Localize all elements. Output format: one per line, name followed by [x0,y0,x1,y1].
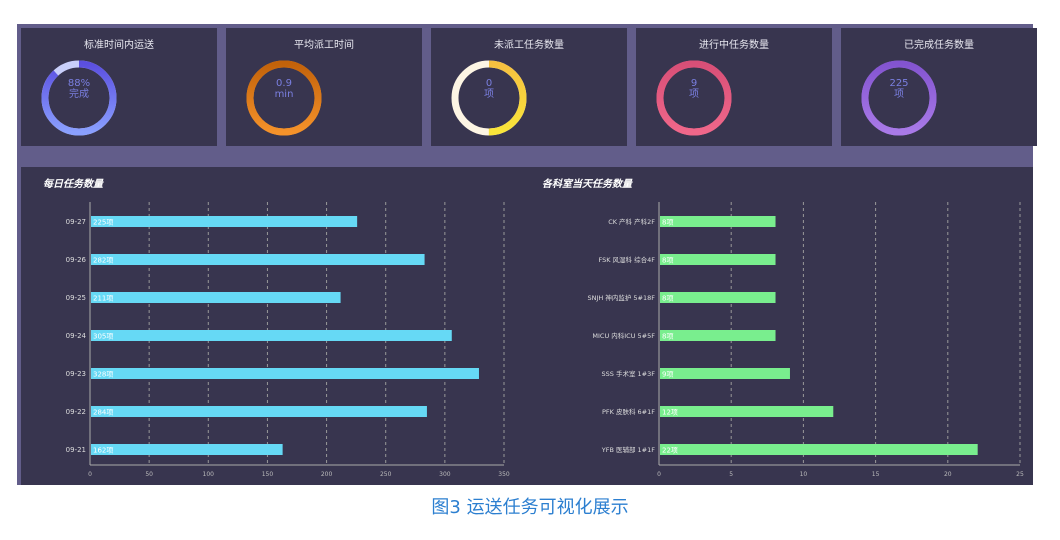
y-tick-label: 09-25 [66,294,86,302]
bar-label: 282项 [93,257,113,265]
y-tick-label: CK 产科 产科2F [608,217,655,226]
bar-label: 9项 [662,371,673,379]
bar-label: 12项 [662,409,678,417]
dept-task-chart: 0 5 10 15 20 25 CK 产科 产科2F 8项 FSK 风湿科 综合4F 8项 SNJH… [587,202,1024,478]
x-tick-label: 25 [1016,471,1024,478]
ring-fill [656,60,732,136]
ring-gauge-icon [656,60,732,136]
bar-label: 8项 [662,219,673,227]
x-tick-label: 0 [88,471,92,478]
y-tick-label: 09-22 [66,408,86,416]
kpi-card: 平均派工时间 0.9 min [226,28,422,146]
x-tick-label: 15 [872,471,880,478]
ring-fill [246,60,322,136]
y-tick-label: PFK 皮肤科 6#1F [602,407,655,416]
x-tick-label: 150 [262,471,274,478]
bar [660,406,834,417]
bar [91,330,452,341]
x-tick-label: 50 [145,471,153,478]
bar [660,216,776,227]
bar [660,292,776,303]
bar-label: 225项 [93,219,113,227]
kpi-value: 88% [67,78,91,89]
kpi-unit: 项 [484,89,494,100]
x-tick-label: 350 [498,471,510,478]
kpi-value: 225 [889,78,909,89]
x-tick-label: 300 [439,471,451,478]
bar [91,254,425,265]
kpi-value: 9 [690,78,698,89]
bar-label: 211项 [93,295,113,303]
kpi-title: 未派工任务数量 [494,40,564,51]
x-tick-label: 0 [657,471,661,478]
ring-gauge-icon [451,60,527,136]
bar-label: 305项 [93,333,113,341]
x-tick-label: 10 [800,471,808,478]
kpi-unit: 项 [689,89,699,100]
bar-label: 22项 [662,447,678,455]
bar [91,444,283,455]
kpi-unit: 完成 [69,89,89,100]
bar-label: 8项 [662,295,673,303]
kpi-unit: 项 [894,89,904,100]
bar [91,292,341,303]
y-tick-label: 09-23 [66,370,86,378]
y-tick-label: SNJH 神内监护 5#18F [587,293,655,302]
x-tick-label: 5 [729,471,733,478]
kpi-value: 0 [485,78,493,89]
bar [91,368,479,379]
ring-fill [861,60,937,136]
bar [91,406,427,417]
bar-label: 162项 [93,447,113,455]
kpi-title: 已完成任务数量 [904,40,974,51]
charts-panel: 每日任务数量 各科室当天任务数量 0 50 100 150 200 250 300 350 09… [21,167,1033,485]
ring-gauge-icon [246,60,322,136]
bar [660,254,776,265]
kpi-title: 进行中任务数量 [699,40,769,51]
dashboard: 标准时间内运送 88% 完成 平均派工时间 0.9 min 未派工任务数量 0 项进行中任… [17,24,1037,485]
y-tick-label: 09-27 [66,218,86,226]
bar-label: 8项 [662,333,673,341]
kpi-unit: min [274,89,294,100]
y-tick-label: 09-24 [66,332,87,340]
bar-label: 284项 [93,409,113,417]
kpi-value: 0.9 [276,78,292,89]
ring-gauge-icon [861,60,937,136]
kpi-card: 已完成任务数量 225 项 [841,28,1037,146]
kpi-title: 平均派工时间 [294,40,354,51]
ring-fill [451,60,527,136]
kpi-card: 标准时间内运送 88% 完成 [21,28,217,146]
ring-fill [41,60,117,136]
bar-label: 328项 [93,371,113,379]
y-tick-label: 09-26 [66,256,87,264]
bar [91,216,358,227]
y-tick-label: 09-21 [66,446,86,454]
daily-task-chart: 0 50 100 150 200 250 300 350 09-27 225项 09-26 282项 0… [66,202,510,478]
bar-label: 8项 [662,257,673,265]
y-tick-label: SSS 手术室 1#3F [602,369,656,378]
y-tick-label: YFB 医辅部 1#1F [601,445,656,454]
bar [660,330,776,341]
dept-chart-title: 各科室当天任务数量 [542,179,632,190]
x-tick-label: 20 [944,471,952,478]
ring-gauge-icon [41,60,117,136]
figure-caption: 图3 运送任务可视化展示 [431,497,629,518]
bar [660,444,978,455]
bar [660,368,790,379]
y-tick-label: FSK 风湿科 综合4F [598,255,655,264]
x-tick-label: 250 [380,471,392,478]
kpi-title: 标准时间内运送 [84,40,154,51]
x-tick-label: 100 [203,471,215,478]
daily-chart-title: 每日任务数量 [43,179,103,190]
x-tick-label: 200 [321,471,333,478]
y-tick-label: MICU 内科ICU 5#5F [592,331,655,340]
